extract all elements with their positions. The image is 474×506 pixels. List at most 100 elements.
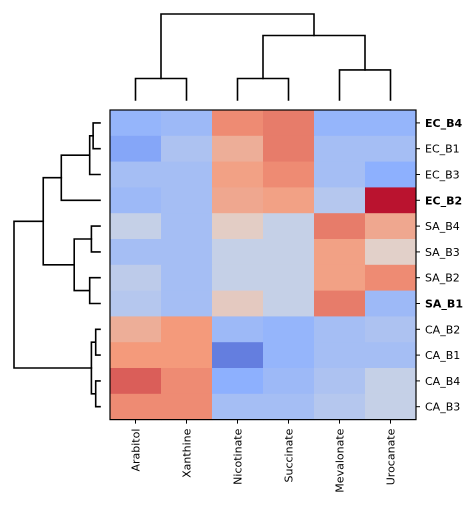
heatmap-cell-CA_B2-Mevalonate xyxy=(314,316,366,343)
column-label: Nicotinate xyxy=(232,428,245,484)
heatmap-cell-CA_B2-Nicotinate xyxy=(212,316,264,343)
heatmap-cell-CA_B1-Xanthine xyxy=(161,342,213,369)
heatmap-cell-SA_B1-Mevalonate xyxy=(314,290,366,317)
column-dendrogram-link xyxy=(338,69,392,101)
heatmap-cell-SA_B4-Succinate xyxy=(263,213,315,240)
heatmap-cell-CA_B3-Succinate xyxy=(263,393,315,421)
column-dendrogram-link xyxy=(160,13,315,80)
heatmap-cell-CA_B2-Urocanate xyxy=(365,316,417,343)
row-dendrogram-link xyxy=(60,154,101,202)
heatmap-cell-EC_B2-Arabitol xyxy=(110,187,162,214)
heatmap-cell-SA_B4-Mevalonate xyxy=(314,213,366,240)
heatmap-cell-SA_B2-Succinate xyxy=(263,264,315,292)
heatmap-cell-CA_B4-Succinate xyxy=(263,368,315,395)
heatmap-cell-CA_B3-Xanthine xyxy=(161,393,213,421)
heatmap-cell-SA_B1-Urocanate xyxy=(365,290,417,317)
heatmap-cell-EC_B2-Xanthine xyxy=(161,187,213,214)
heatmap-cell-CA_B2-Xanthine xyxy=(161,316,213,343)
heatmap-cell-CA_B4-Urocanate xyxy=(365,368,417,395)
row-labels: EC_B4 EC_B1 EC_B3 EC_B2 SA_B4 SA_B3 SA_B2 SA_B1… xyxy=(416,117,463,414)
heatmap-cell-EC_B2-Urocanate xyxy=(365,187,417,214)
heatmap-cell-CA_B4-Arabitol xyxy=(110,368,162,395)
heatmap-cell-SA_B2-Arabitol xyxy=(110,264,162,292)
row-label: SA_B3 xyxy=(425,246,460,259)
heatmap-cell-SA_B3-Succinate xyxy=(263,239,315,266)
column-dendrogram-link xyxy=(262,34,366,80)
heatmap-cell-SA_B1-Xanthine xyxy=(161,290,213,317)
heatmap-cell-EC_B3-Xanthine xyxy=(161,161,213,188)
heatmap-cell-EC_B1-Succinate xyxy=(263,135,315,163)
heatmap-cell-CA_B1-Mevalonate xyxy=(314,342,366,369)
heatmap-cell-SA_B3-Nicotinate xyxy=(212,239,264,266)
column-dendrogram xyxy=(134,13,392,101)
heatmap-cell-SA_B3-Arabitol xyxy=(110,239,162,266)
heatmap-cell-CA_B3-Urocanate xyxy=(365,393,417,421)
heatmap-cell-EC_B4-Succinate xyxy=(263,110,315,137)
heatmap-cell-EC_B2-Mevalonate xyxy=(314,187,366,214)
column-dendrogram-link xyxy=(134,77,188,101)
heatmap-cell-EC_B1-Nicotinate xyxy=(212,135,264,163)
heatmap-cell-SA_B2-Urocanate xyxy=(365,264,417,292)
heatmap-cell-EC_B4-Arabitol xyxy=(110,110,162,137)
column-label: Urocanate xyxy=(385,428,398,485)
row-label: CA_B4 xyxy=(425,375,460,388)
heatmap-cell-CA_B3-Nicotinate xyxy=(212,393,264,421)
heatmap-cell-SA_B4-Nicotinate xyxy=(212,213,264,240)
heatmap-cell-CA_B1-Urocanate xyxy=(365,342,417,369)
heatmap-cell-EC_B3-Mevalonate xyxy=(314,161,366,188)
heatmap-cell-CA_B1-Nicotinate xyxy=(212,342,264,369)
heatmap-cell-SA_B1-Succinate xyxy=(263,290,315,317)
row-dendrogram-link xyxy=(92,122,101,150)
heatmap-cells xyxy=(110,110,417,421)
heatmap-cell-CA_B2-Succinate xyxy=(263,316,315,343)
heatmap-cell-EC_B4-Xanthine xyxy=(161,110,213,137)
heatmap-cell-SA_B4-Urocanate xyxy=(365,213,417,240)
heatmap-cell-SA_B2-Xanthine xyxy=(161,264,213,292)
column-labels: Arabitol Xanthine Nicotinate Succinate Meval… xyxy=(130,419,398,493)
heatmap-cell-EC_B4-Nicotinate xyxy=(212,110,264,137)
column-label: Xanthine xyxy=(181,428,194,478)
row-dendrogram xyxy=(13,122,101,408)
heatmap-cell-EC_B1-Urocanate xyxy=(365,135,417,163)
heatmap-frame xyxy=(109,109,417,421)
row-dendrogram-link xyxy=(13,220,93,369)
heatmap-cell-SA_B2-Nicotinate xyxy=(212,264,264,292)
row-label: SA_B1 xyxy=(425,298,463,311)
heatmap-cell-SA_B3-Urocanate xyxy=(365,239,417,266)
heatmap-cell-EC_B1-Arabitol xyxy=(110,135,162,163)
heatmap-cell-EC_B4-Urocanate xyxy=(365,110,417,137)
heatmap-cell-CA_B4-Xanthine xyxy=(161,368,213,395)
row-label: CA_B1 xyxy=(425,349,460,362)
row-label: EC_B4 xyxy=(425,117,462,130)
heatmap-cell-SA_B3-Xanthine xyxy=(161,239,213,266)
column-label: Succinate xyxy=(283,428,296,482)
row-dendrogram-link xyxy=(88,135,101,176)
heatmap-cell-CA_B4-Nicotinate xyxy=(212,368,264,395)
row-label: SA_B4 xyxy=(425,220,460,233)
heatmap-cell-CA_B3-Arabitol xyxy=(110,393,162,421)
heatmap-cell-SA_B3-Mevalonate xyxy=(314,239,366,266)
row-label: EC_B2 xyxy=(425,194,462,207)
heatmap-cell-EC_B1-Xanthine xyxy=(161,135,213,163)
heatmap-cell-SA_B1-Nicotinate xyxy=(212,290,264,317)
heatmap-cell-SA_B2-Mevalonate xyxy=(314,264,366,292)
row-label: CA_B2 xyxy=(425,323,460,336)
row-dendrogram-link xyxy=(88,276,101,305)
column-label: Mevalonate xyxy=(334,428,347,492)
heatmap-cell-CA_B3-Mevalonate xyxy=(314,393,366,421)
heatmap-cell-EC_B1-Mevalonate xyxy=(314,135,366,163)
heatmap-cell-CA_B1-Succinate xyxy=(263,342,315,369)
column-dendrogram-link xyxy=(236,77,290,101)
row-dendrogram-link xyxy=(73,238,93,292)
heatmap-cell-CA_B1-Arabitol xyxy=(110,342,162,369)
row-dendrogram-link xyxy=(42,176,75,266)
heatmap-cell-EC_B4-Mevalonate xyxy=(314,110,366,137)
heatmap-cell-CA_B2-Arabitol xyxy=(110,316,162,343)
column-label: Arabitol xyxy=(130,429,143,472)
heatmap-cell-CA_B4-Mevalonate xyxy=(314,368,366,395)
heatmap-cell-SA_B1-Arabitol xyxy=(110,290,162,317)
heatmap-cell-EC_B2-Nicotinate xyxy=(212,187,264,214)
heatmap-cell-SA_B4-Xanthine xyxy=(161,213,213,240)
heatmap-cell-EC_B3-Urocanate xyxy=(365,161,417,188)
